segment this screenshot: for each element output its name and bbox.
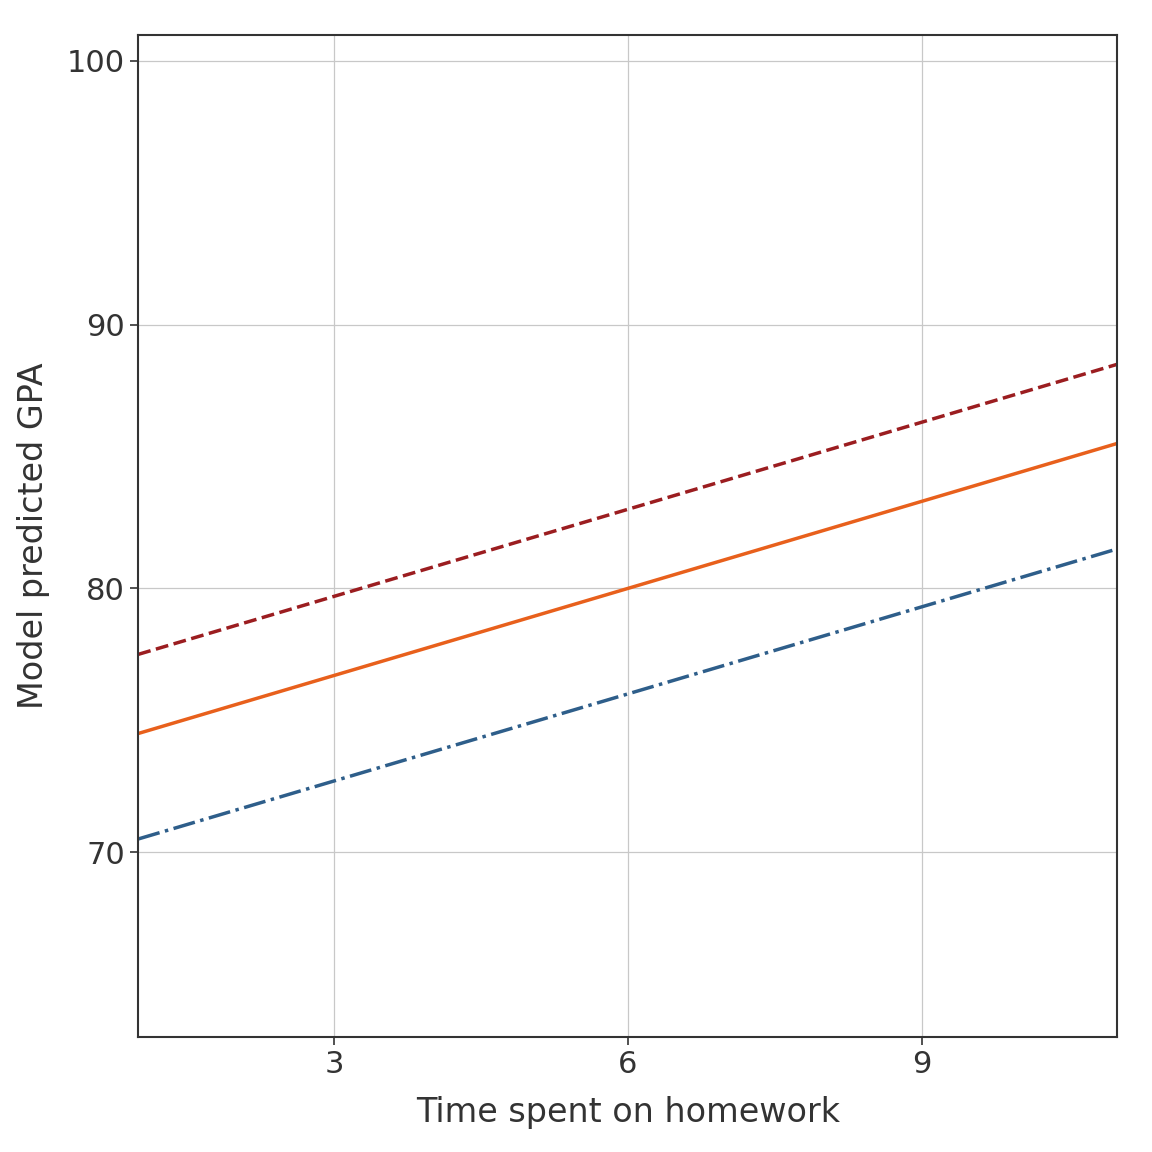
X-axis label: Time spent on homework: Time spent on homework <box>416 1096 840 1129</box>
Y-axis label: Model predicted GPA: Model predicted GPA <box>17 363 51 708</box>
